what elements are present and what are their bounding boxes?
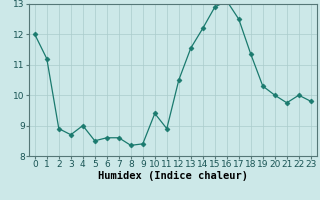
X-axis label: Humidex (Indice chaleur): Humidex (Indice chaleur) — [98, 171, 248, 181]
